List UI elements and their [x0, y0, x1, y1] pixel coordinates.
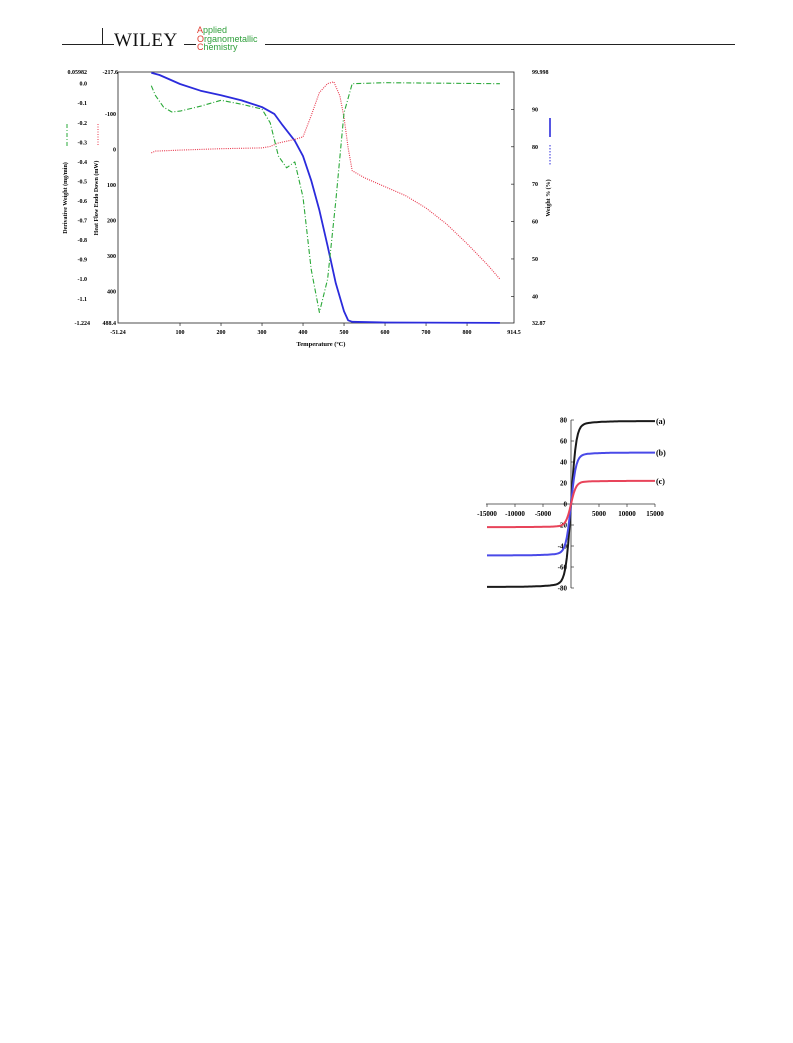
journal-name: Applied Organometallic Chemistry [197, 26, 258, 52]
weight-series-line [151, 71, 500, 324]
tga-chart: 100 200 300 400 500 600 700 8000.0-0.1-0.2-0.3-… [62, 70, 552, 348]
deriv-axis-label: Derivative Weight (mg/min) [62, 162, 69, 234]
weight-tick-label: 50 [532, 257, 538, 263]
heatflow-range-min: 488.4 [103, 321, 117, 327]
x-tick-label: 700 [422, 330, 431, 336]
journal-rest-c: hemistry [203, 42, 238, 52]
heatflow-tick-label: 200 [107, 218, 116, 224]
tga-plot-frame [117, 71, 515, 324]
x-tick-label: 100 [176, 330, 185, 336]
journal-initial-o: O [197, 33, 205, 44]
heatflow-series-line [151, 81, 501, 280]
mag-y-tick-label: 0 [564, 501, 568, 509]
x-range-max: 914.5 [507, 330, 521, 336]
mag-x-tick-label: 15000 [646, 510, 664, 518]
weight-tick-label: 60 [532, 220, 538, 226]
mag-y-tick-label: -40 [558, 543, 568, 551]
deriv-tick-label: -0.3 [78, 140, 88, 146]
heatflow-tick-label: 100 [107, 183, 116, 189]
journal-rest-o: rganometallic [204, 33, 258, 44]
journal-initial-a: A [197, 25, 204, 35]
derivative-series-line [150, 82, 500, 313]
x-tick-label: 200 [217, 330, 226, 336]
deriv-tick-label: -1.0 [78, 277, 88, 283]
mag-series-label: (a) [656, 417, 666, 426]
heatflow-tick-label: 400 [107, 290, 116, 296]
mag-y-tick-label: 40 [560, 459, 568, 467]
deriv-tick-label: 0.0 [80, 82, 88, 88]
heatflow-range-max: -217.6 [103, 70, 119, 76]
mag-x-tick-label: -5000 [535, 510, 552, 518]
header-rule-mid [184, 44, 196, 45]
weight-range-max: 99.998 [532, 70, 549, 76]
weight-tick-label: 70 [532, 182, 538, 188]
mag-x-tick-label: 5000 [592, 510, 607, 518]
weight-tick-label: 90 [532, 107, 538, 113]
mag-y-tick-label: -80 [558, 585, 568, 593]
weight-axis-label: Weight % (%) [545, 179, 552, 216]
deriv-tick-label: -0.8 [78, 238, 88, 244]
weight-range-min: 32.87 [532, 321, 546, 327]
mag-y-tick-label: 80 [560, 417, 568, 425]
journal-initial-c: C [197, 42, 204, 52]
header-rule-right [265, 44, 735, 45]
deriv-tick-label: -0.2 [78, 121, 88, 127]
weight-tick-label: 80 [532, 145, 538, 151]
deriv-tick-label: -1.1 [78, 297, 88, 303]
deriv-tick-label: -0.1 [78, 101, 88, 107]
heatflow-tick-label: 0 [113, 147, 116, 153]
header-rule-left [62, 44, 114, 45]
mag-x-tick-label: -10000 [505, 510, 525, 518]
deriv-tick-label: -0.6 [78, 199, 88, 205]
deriv-tick-label: -0.4 [78, 160, 88, 166]
journal-rest-a: pplied [203, 25, 228, 35]
mag-series-label: (b) [656, 449, 666, 458]
heatflow-tick-label: 300 [107, 254, 116, 260]
x-tick-label: 300 [258, 330, 267, 336]
mag-y-tick-label: -60 [558, 564, 568, 572]
deriv-range-min: -1.224 [75, 321, 91, 327]
x-range-min: -51.24 [110, 330, 126, 336]
temperature-axis-label: Temperature (ºC) [297, 341, 346, 348]
mag-y-tick-label: 20 [560, 480, 568, 488]
header-tick [102, 28, 103, 44]
mag-x-tick-label: -15000 [477, 510, 497, 518]
weight-tick-label: 40 [532, 294, 538, 300]
deriv-range-max: 0.05982 [68, 70, 88, 76]
mag-curve-2 [487, 479, 655, 529]
mag-series-label: (c) [656, 477, 665, 486]
x-tick-label: 400 [299, 330, 308, 336]
deriv-tick-label: -0.5 [78, 179, 88, 185]
heatflow-axis-label: Heat Flow Endo Down (mW) [93, 161, 100, 236]
heatflow-tick-label: -100 [105, 112, 116, 118]
deriv-tick-label: -0.9 [78, 258, 88, 264]
publisher-logo: WILEY [114, 30, 178, 51]
deriv-tick-label: -0.7 [78, 219, 88, 225]
x-tick-label: 800 [463, 330, 472, 336]
mag-y-tick-label: 60 [560, 438, 568, 446]
x-tick-label: 600 [381, 330, 390, 336]
x-tick-label: 500 [340, 330, 349, 336]
mag-x-tick-label: 10000 [618, 510, 636, 518]
